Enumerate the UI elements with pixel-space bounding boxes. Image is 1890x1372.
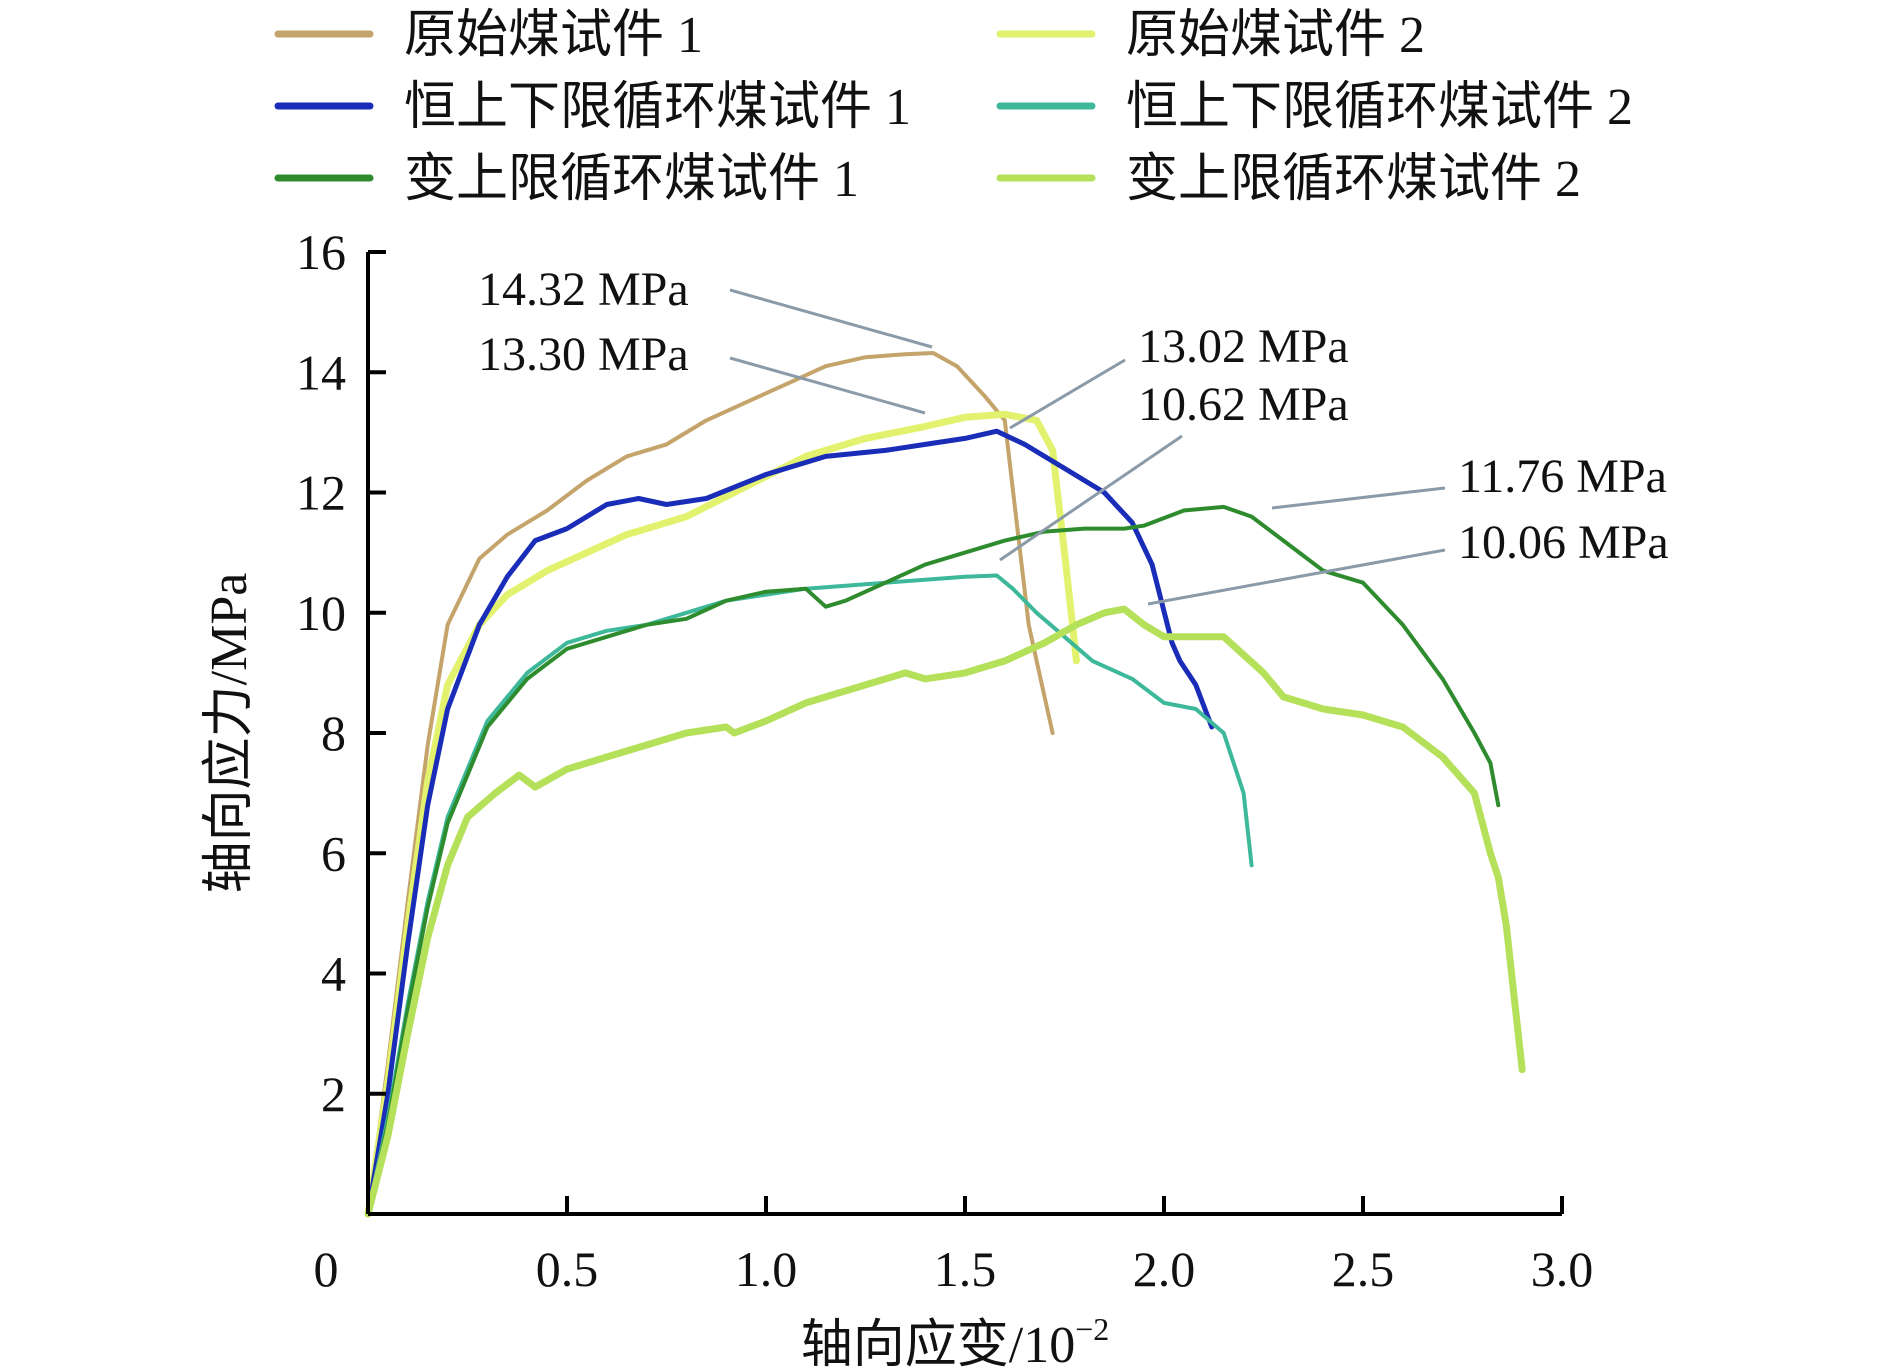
x-tick-label-1.5: 1.5 [934, 1241, 997, 1297]
series-line-2 [364, 410, 1080, 1218]
series-line-1 [366, 351, 1055, 1216]
x-tick-label-2.0: 2.0 [1133, 1241, 1196, 1297]
series-line-4 [366, 573, 1254, 1216]
annotation-leader-6 [1147, 548, 1446, 606]
origin-label: 0 [314, 1241, 339, 1297]
annotation-label-5: 11.76 MPa [1458, 450, 1667, 503]
legend-label-4: 恒上下限循环煤试件 2 [1126, 79, 1633, 136]
y-tick-label-16: 16 [296, 224, 346, 280]
series-line-6 [364, 605, 1526, 1218]
y-tick-label-4: 4 [321, 946, 346, 1002]
annotation-label-3: 13.02 MPa [1138, 320, 1349, 373]
y-tick-label-10: 10 [296, 585, 346, 641]
legend-label-2: 原始煤试件 2 [1126, 7, 1425, 64]
annotation-label-2: 13.30 MPa [478, 328, 689, 381]
series-layer [364, 351, 1526, 1218]
y-tick-label-12: 12 [296, 465, 346, 521]
annotation-leader-3 [1009, 358, 1126, 430]
annotation-leader-4 [999, 434, 1183, 562]
y-tick-label-6: 6 [321, 825, 346, 881]
legend: 原始煤试件 1 原始煤试件 2 恒上下限循环煤试件 1 恒上下限循环煤试件 2 变上限循… [274, 7, 1633, 208]
annotation-leader-2 [729, 356, 926, 415]
y-axis-title: 轴向应力/MPa [201, 573, 258, 894]
x-tick-label-1.0: 1.0 [735, 1241, 798, 1297]
legend-label-3: 恒上下限循环煤试件 1 [404, 79, 911, 136]
annotation-label-1: 14.32 MPa [478, 263, 689, 316]
y-tick-label-14: 14 [296, 344, 346, 400]
series-line-5 [366, 504, 1501, 1216]
annotation-leader-1 [729, 288, 933, 349]
x-tick-label-3.0: 3.0 [1531, 1241, 1594, 1297]
x-axis-title: 轴向应变/10−2 [801, 1311, 1110, 1372]
y-tick-label-2: 2 [321, 1066, 346, 1122]
annotation-label-6: 10.06 MPa [1458, 516, 1669, 569]
annotation-leader-5 [1271, 486, 1446, 510]
x-axis-title-superscript: −2 [1075, 1311, 1109, 1347]
legend-label-1: 原始煤试件 1 [404, 7, 703, 64]
annotation-label-4: 10.62 MPa [1138, 378, 1349, 431]
series-line-3 [365, 428, 1215, 1217]
y-tick-label-8: 8 [321, 705, 346, 761]
x-tick-label-0.5: 0.5 [536, 1241, 599, 1297]
axes: 2 4 6 8 10 12 14 16 0.5 1.0 1.5 2.0 2.5 3.0 0 [296, 224, 1593, 1297]
x-tick-label-2.5: 2.5 [1332, 1241, 1395, 1297]
x-axis-title-text: 轴向应变/10 [801, 1317, 1075, 1372]
legend-label-5: 变上限循环煤试件 1 [404, 151, 859, 208]
legend-label-6: 变上限循环煤试件 2 [1126, 151, 1581, 208]
